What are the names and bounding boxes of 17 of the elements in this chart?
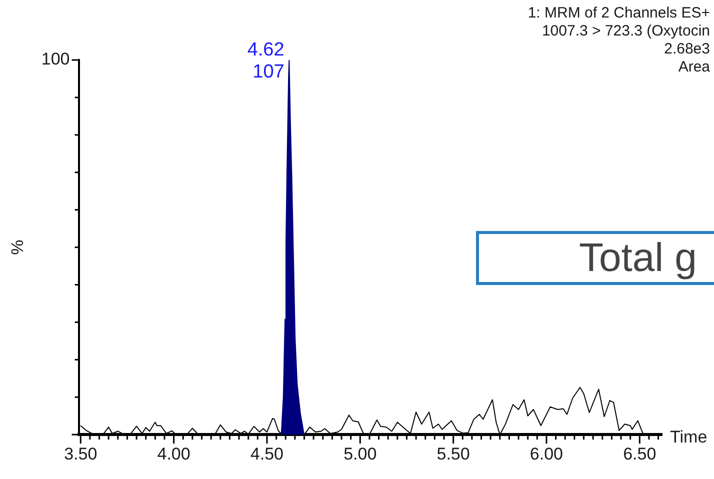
x-tick-label: 6.00 [530,444,564,464]
x-tick-label: 6.50 [623,444,656,464]
x-tick-label: 3.50 [64,444,98,464]
text: 1: MRM of 2 Channels ES+ [528,4,710,22]
x-tick-label: 5.50 [436,444,470,464]
text: 1007.3 > 723.3 (Oxytocin [542,22,710,40]
x-tick-label: 4.50 [250,444,284,464]
text: 2.68e3 [664,40,710,58]
text: Area [678,58,711,76]
y-tick-label: 100 [41,50,70,69]
annotation: 4.62 [247,40,284,61]
annotation: 107 [252,62,284,83]
x-axis-title: Time [670,427,708,446]
x-tick-label: 4.00 [157,444,190,464]
x-tick-label: 5.00 [344,444,377,464]
text-box: Total g [476,231,714,285]
y-axis-title: % [8,240,27,255]
